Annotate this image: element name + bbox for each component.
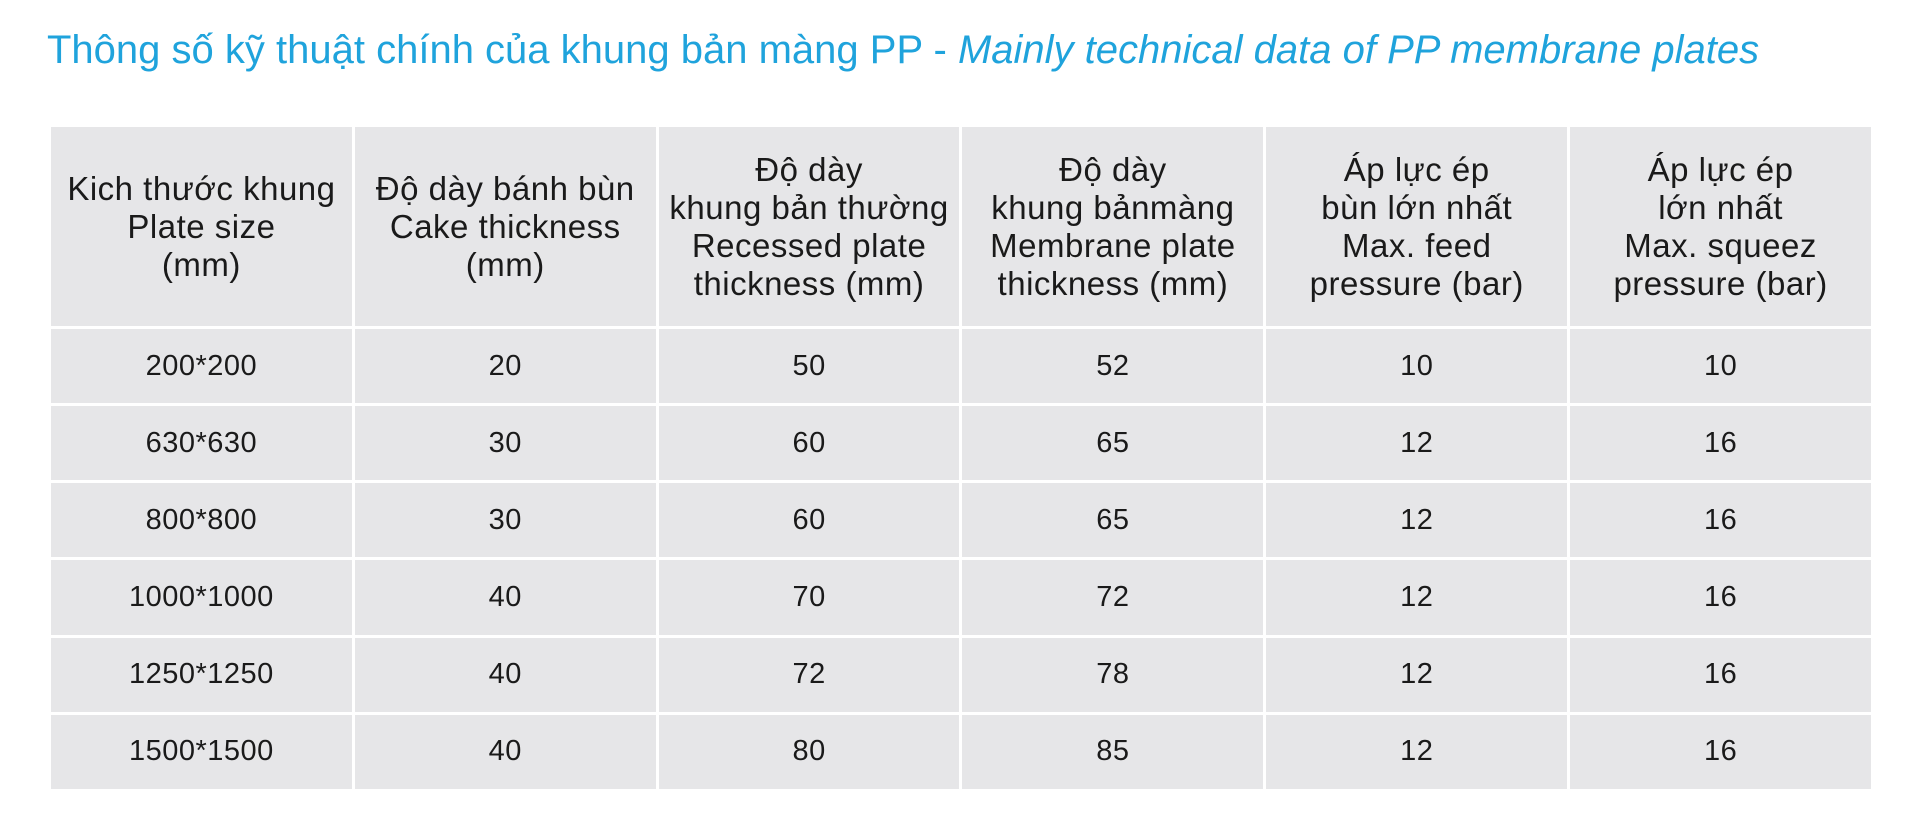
header-line: Plate size	[127, 207, 276, 245]
cell-cake-thickness: 40	[351, 634, 659, 715]
header-line: Áp lực ép	[1343, 150, 1490, 188]
header-line: khung bản thường	[669, 188, 949, 226]
header-plate-size: Kich thước khung Plate size (mm)	[48, 124, 355, 329]
header-line: khung bảnmàng	[991, 188, 1235, 226]
header-line: Độ dày bánh bùn	[375, 169, 635, 207]
cell-membrane-plate-thickness: 65	[959, 480, 1267, 561]
header-max-squeeze-pressure: Áp lực ép lớn nhất Max. squeez pressure …	[1567, 124, 1874, 329]
cell-max-squeeze-pressure: 16	[1567, 557, 1874, 638]
header-line: Recessed plate	[691, 226, 927, 264]
cell-membrane-plate-thickness: 72	[959, 557, 1267, 638]
header-line: Cake thickness	[389, 207, 621, 245]
header-line: Max. squeez	[1624, 226, 1817, 264]
cell-recessed-plate-thickness: 80	[655, 711, 963, 793]
header-line: Kich thước khung	[67, 169, 336, 207]
table-row: 1250*1250 40 72 78 12 16	[48, 634, 1874, 715]
cell-cake-thickness: 30	[351, 403, 659, 484]
cell-cake-thickness: 40	[351, 711, 659, 793]
cell-max-squeeze-pressure: 16	[1567, 403, 1874, 484]
spec-table: Kich thước khung Plate size (mm) Độ dày …	[48, 124, 1874, 793]
cell-max-feed-pressure: 12	[1263, 557, 1571, 638]
cell-max-squeeze-pressure: 16	[1567, 711, 1874, 793]
cell-plate-size: 1250*1250	[48, 634, 355, 715]
cell-max-feed-pressure: 10	[1263, 325, 1571, 407]
table-row: 1000*1000 40 70 72 12 16	[48, 557, 1874, 638]
cell-recessed-plate-thickness: 50	[655, 325, 963, 407]
header-line: Membrane plate	[990, 226, 1236, 264]
header-line: bùn lớn nhất	[1321, 188, 1513, 226]
cell-membrane-plate-thickness: 52	[959, 325, 1267, 407]
header-line: thickness (mm)	[997, 264, 1229, 302]
header-line: pressure (bar)	[1613, 264, 1828, 302]
cell-recessed-plate-thickness: 60	[655, 403, 963, 484]
cell-cake-thickness: 20	[351, 325, 659, 407]
header-line: lớn nhất	[1658, 188, 1783, 226]
header-recessed-plate-thickness: Độ dày khung bản thường Recessed plate t…	[655, 124, 963, 329]
table-row: 1500*1500 40 80 85 12 16	[48, 711, 1874, 793]
page-title: Thông số kỹ thuật chính của khung bản mà…	[47, 24, 1759, 76]
cell-max-feed-pressure: 12	[1263, 480, 1571, 561]
cell-max-feed-pressure: 12	[1263, 403, 1571, 484]
header-line: (mm)	[161, 245, 241, 283]
header-line: Độ dày	[1059, 150, 1167, 188]
cell-plate-size: 1000*1000	[48, 557, 355, 638]
cell-recessed-plate-thickness: 72	[655, 634, 963, 715]
cell-recessed-plate-thickness: 70	[655, 557, 963, 638]
cell-max-squeeze-pressure: 16	[1567, 480, 1874, 561]
cell-max-feed-pressure: 12	[1263, 634, 1571, 715]
cell-max-squeeze-pressure: 10	[1567, 325, 1874, 407]
cell-plate-size: 800*800	[48, 480, 355, 561]
header-line: thickness (mm)	[693, 264, 925, 302]
cell-max-feed-pressure: 12	[1263, 711, 1571, 793]
title-english: Mainly technical data of PP membrane pla…	[957, 28, 1760, 72]
cell-plate-size: 630*630	[48, 403, 355, 484]
cell-max-squeeze-pressure: 16	[1567, 634, 1874, 715]
header-line: Độ dày	[755, 150, 863, 188]
cell-plate-size: 1500*1500	[48, 711, 355, 793]
header-membrane-plate-thickness: Độ dày khung bảnmàng Membrane plate thic…	[959, 124, 1267, 329]
header-max-feed-pressure: Áp lực ép bùn lớn nhất Max. feed pressur…	[1263, 124, 1571, 329]
header-line: (mm)	[465, 245, 545, 283]
table-row: 800*800 30 60 65 12 16	[48, 480, 1874, 561]
cell-cake-thickness: 40	[351, 557, 659, 638]
table-row: 630*630 30 60 65 12 16	[48, 403, 1874, 484]
cell-membrane-plate-thickness: 65	[959, 403, 1267, 484]
cell-cake-thickness: 30	[351, 480, 659, 561]
cell-recessed-plate-thickness: 60	[655, 480, 963, 561]
cell-membrane-plate-thickness: 85	[959, 711, 1267, 793]
header-line: Max. feed	[1342, 226, 1492, 264]
cell-membrane-plate-thickness: 78	[959, 634, 1267, 715]
header-cake-thickness: Độ dày bánh bùn Cake thickness (mm)	[351, 124, 659, 329]
header-row: Kich thước khung Plate size (mm) Độ dày …	[48, 124, 1874, 329]
table-row: 200*200 20 50 52 10 10	[48, 325, 1874, 407]
header-line: Áp lực ép	[1647, 150, 1794, 188]
header-line: pressure (bar)	[1309, 264, 1524, 302]
cell-plate-size: 200*200	[48, 325, 355, 407]
title-vietnamese: Thông số kỹ thuật chính của khung bản mà…	[47, 28, 958, 72]
